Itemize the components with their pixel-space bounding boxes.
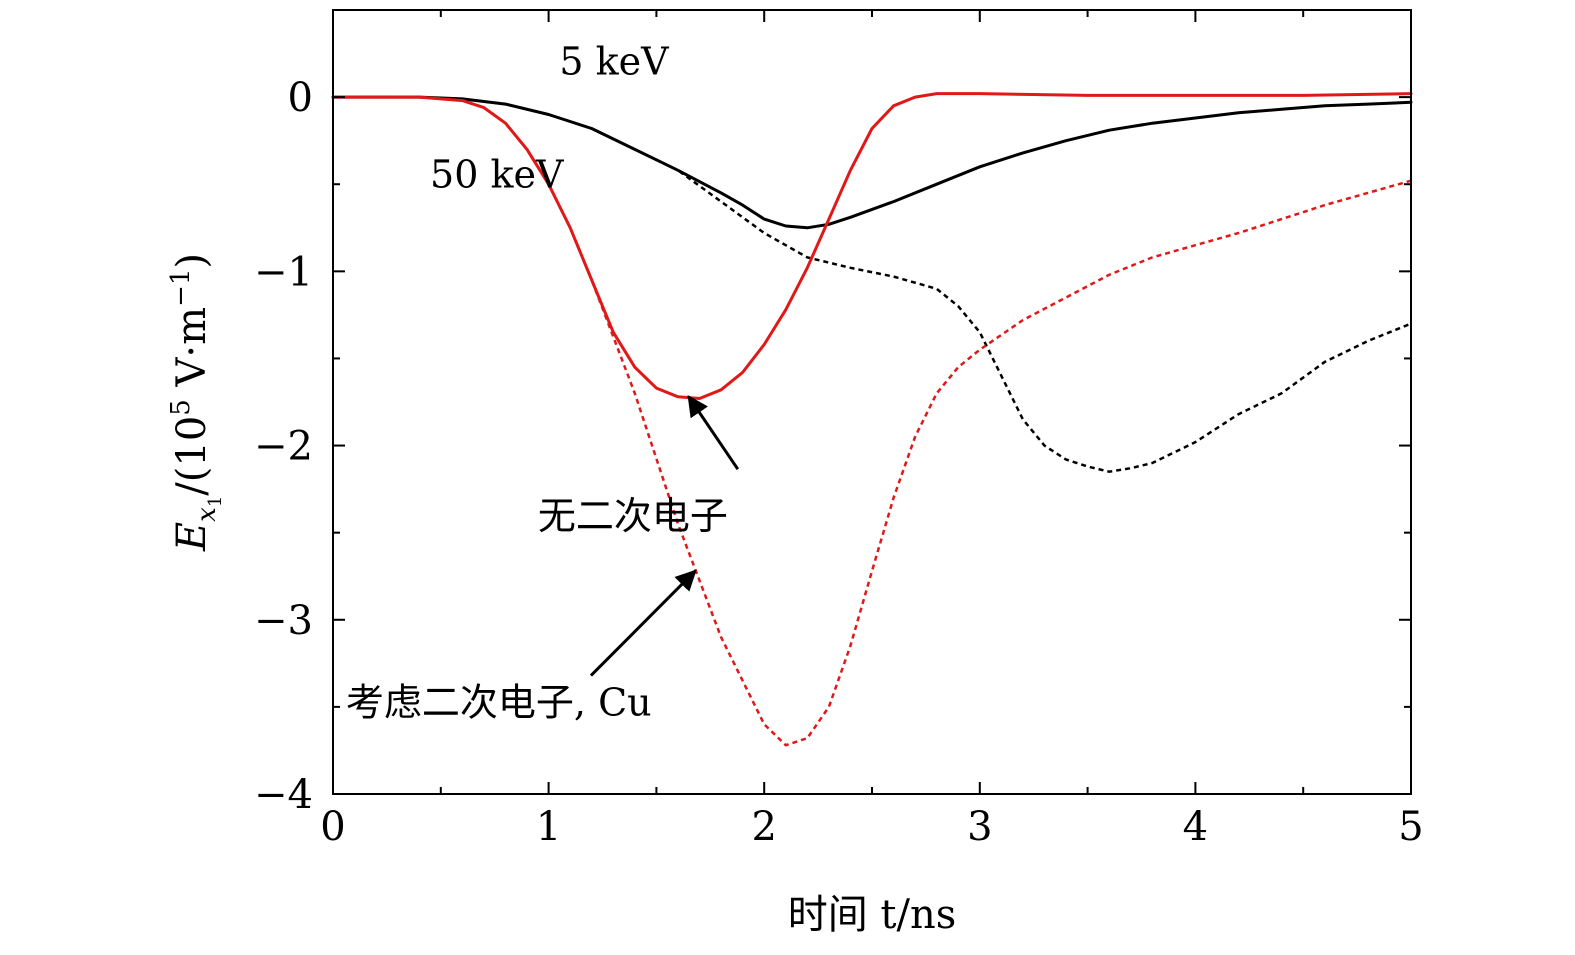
svg-text:Ex1/(105 V·m−1): Ex1/(105 V·m−1) (166, 253, 226, 552)
x-tick-label: 3 (967, 804, 992, 850)
tick-labels: 0 1 2 3 4 5 0 −1 −2 −3 −4 (254, 75, 1424, 850)
annotation-label-1: 5 keV (559, 39, 669, 83)
y-axis-label: Ex1/(105 V·m−1) (166, 253, 226, 552)
plot-area (331, 92, 1413, 747)
annotation-label-3: 无二次电子 (538, 494, 728, 538)
x-tick-label: 0 (320, 804, 345, 850)
series-line-1 (331, 95, 1413, 230)
annotation-arrow-3 (687, 395, 740, 471)
series-line-4 (333, 95, 1412, 747)
y-label-1: 1 (205, 496, 226, 507)
y-tick-label: −4 (254, 772, 313, 818)
annotation-arrow-4 (589, 569, 697, 677)
y-label-neg-exp: −1 (166, 269, 196, 307)
series-line-2 (333, 95, 1412, 473)
x-tick-label: 4 (1183, 804, 1208, 850)
series-line-3 (331, 92, 1413, 400)
x-tick-label: 1 (536, 804, 561, 850)
y-tick-label: −3 (254, 598, 313, 644)
y-label-unit: V·m (169, 307, 215, 399)
x-axis-label: 时间 t/ns (788, 892, 957, 938)
annotation-label-2: 50 keV (430, 153, 564, 197)
axis-ticks (332, 9, 1412, 795)
y-label-x: x (192, 507, 222, 522)
y-tick-label: −1 (254, 249, 313, 295)
x-tick-label: 2 (751, 804, 776, 850)
y-label-E: E (169, 522, 215, 552)
x-tick-label: 5 (1398, 804, 1423, 850)
y-tick-label: 0 (288, 75, 313, 121)
y-label-rest: /(10 (169, 416, 215, 496)
annotation-label-4: 考虑二次电子, Cu (346, 681, 652, 725)
y-label-exp: 5 (166, 399, 196, 416)
y-tick-label: −2 (254, 424, 313, 470)
y-label-close: ) (169, 253, 215, 269)
